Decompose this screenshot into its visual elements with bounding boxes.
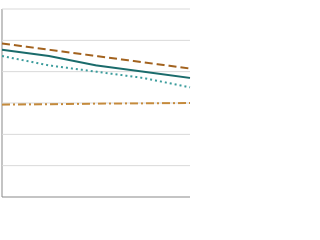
page: (() => { const data = JSON.parse(documen… — [1, 8, 191, 198]
line — [1, 102, 191, 106]
chart — [1, 8, 191, 198]
line — [1, 55, 191, 89]
line — [1, 48, 191, 79]
line — [1, 42, 191, 70]
